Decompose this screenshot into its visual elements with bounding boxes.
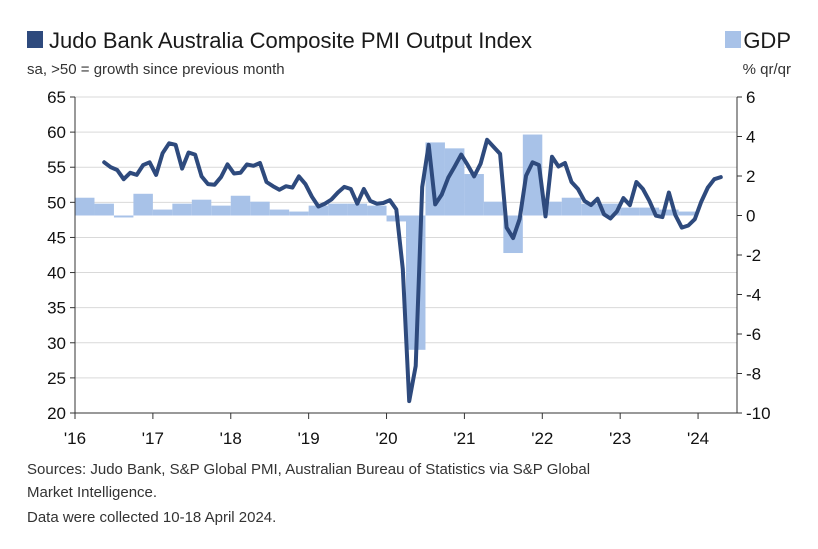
x-tick-label: '24 — [687, 429, 709, 448]
gdp-bar-2018Q4 — [289, 211, 309, 216]
x-axis-ticks: '16 '17 '18 '19 '20 '21 '22 '23 '24 — [64, 413, 709, 448]
left-tick-label: 50 — [47, 193, 66, 212]
left-axis-ticks: 65 60 55 50 45 40 35 30 25 20 — [47, 88, 75, 423]
gdp-bar-2016Q1 — [75, 197, 95, 216]
gdp-bar-2019Q2 — [328, 203, 348, 216]
left-tick-label: 65 — [47, 88, 66, 107]
gdp-bar-2020Q4 — [444, 148, 465, 216]
source-line-2: Market Intelligence. — [27, 484, 157, 501]
x-tick-label: '18 — [220, 429, 242, 448]
gdp-bar-2021Q1 — [464, 174, 484, 216]
left-tick-label: 45 — [47, 228, 66, 247]
x-tick-label: '21 — [453, 429, 475, 448]
gdp-bar-2019Q3 — [347, 203, 368, 216]
left-tick-label: 30 — [47, 334, 66, 353]
right-tick-label: -2 — [746, 246, 761, 265]
right-tick-label: 0 — [746, 207, 755, 226]
pmi-line — [102, 137, 723, 404]
gdp-bar-2017Q4 — [211, 205, 231, 216]
gdp-bar-2023Q3 — [659, 209, 679, 216]
right-tick-label: -6 — [746, 325, 761, 344]
x-tick-label: '16 — [64, 429, 86, 448]
source-line-3: Data were collected 10-18 April 2024. — [27, 509, 276, 526]
x-tick-label: '22 — [531, 429, 553, 448]
pmi-line-group — [102, 137, 723, 404]
x-tick-label: '20 — [375, 429, 397, 448]
left-tick-label: 40 — [47, 264, 66, 283]
gdp-bar-2018Q2 — [250, 201, 270, 216]
x-tick-label: '17 — [142, 429, 164, 448]
gdp-bar-2021Q2 — [483, 201, 504, 216]
gdp-bar-2023Q2 — [639, 207, 660, 216]
left-tick-label: 25 — [47, 369, 66, 388]
gdp-bar-2016Q4 — [133, 193, 153, 216]
gdp-bar-2018Q1 — [230, 195, 251, 216]
gdp-bar-2017Q2 — [172, 203, 192, 216]
gdp-bar-2022Q4 — [600, 203, 621, 216]
right-tick-label: -8 — [746, 365, 761, 384]
right-tick-label: 4 — [746, 128, 755, 147]
right-tick-label: -10 — [746, 404, 771, 423]
gdp-bar-2019Q4 — [367, 205, 387, 216]
gdp-bar-2023Q1 — [620, 207, 640, 216]
gdp-bar-2021Q4 — [522, 134, 543, 216]
gdp-bar-2017Q3 — [191, 199, 212, 216]
chart-title: Judo Bank Australia Composite PMI Output… — [49, 28, 532, 53]
left-tick-label: 35 — [47, 299, 66, 318]
gdp-legend-swatch — [725, 31, 741, 48]
gdp-bar-2018Q3 — [269, 209, 290, 216]
right-tick-label: -4 — [746, 286, 761, 305]
right-tick-label: 2 — [746, 167, 755, 186]
pmi-legend-swatch — [27, 31, 43, 48]
gdp-unit-label: % qr/qr — [743, 61, 791, 78]
x-tick-label: '23 — [609, 429, 631, 448]
left-tick-label: 55 — [47, 158, 66, 177]
gdp-bar-2019Q1 — [308, 205, 329, 216]
left-tick-label: 60 — [47, 123, 66, 142]
gdp-bar-2017Q1 — [152, 209, 173, 216]
right-axis-ticks: 6 4 2 0 -2 -4 -6 -8 -10 — [737, 88, 771, 423]
chart-subtitle: sa, >50 = growth since previous month — [27, 61, 285, 78]
right-tick-label: 6 — [746, 88, 755, 107]
x-tick-label: '19 — [298, 429, 320, 448]
gdp-bar-2022Q2 — [561, 197, 582, 216]
gdp-bar-2023Q4 — [678, 211, 699, 216]
source-line-1: Sources: Judo Bank, S&P Global PMI, Aust… — [27, 461, 590, 478]
gdp-legend-label: GDP — [743, 28, 791, 53]
gdp-bar-2022Q3 — [581, 203, 601, 216]
gdp-bar-2016Q3 — [113, 215, 134, 218]
gdp-bar-2016Q2 — [94, 203, 114, 216]
left-tick-label: 20 — [47, 404, 66, 423]
